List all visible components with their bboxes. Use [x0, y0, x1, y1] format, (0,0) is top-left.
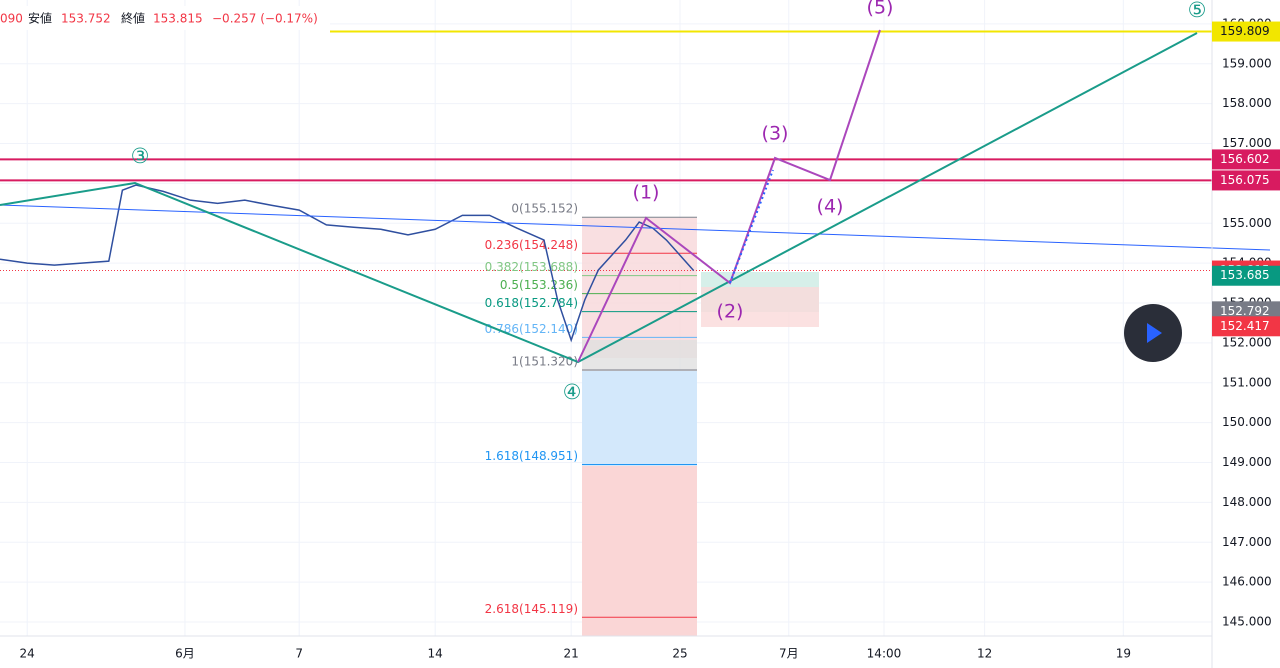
close-value: 153.815 — [153, 12, 203, 26]
y-tick-label: 146.000 — [1222, 575, 1272, 589]
y-tick-label: 158.000 — [1222, 96, 1272, 110]
position-zone — [701, 287, 819, 327]
fib-label: 0.382(153.688) — [485, 260, 578, 274]
y-tick-label: 159.000 — [1222, 56, 1272, 70]
wave-label: (5) — [867, 0, 894, 19]
y-tick-label: 157.000 — [1222, 136, 1272, 150]
fib-zone — [582, 340, 697, 371]
price-tag-label: 153.685 — [1220, 268, 1270, 282]
levels — [0, 30, 1212, 272]
wave-label: ③ — [131, 144, 150, 168]
y-tick-label: 151.000 — [1222, 375, 1272, 389]
price-tag — [1212, 149, 1280, 170]
low-label: 安値 — [28, 11, 52, 26]
x-tick-label: 14:00 — [867, 647, 902, 661]
price-tag — [1212, 265, 1280, 286]
header: 090 安値 153.752 終値 153.815 −0.257 (−0.17%… — [0, 6, 330, 30]
header-bg — [0, 6, 330, 30]
fib: 0(155.152) 0.236(154.248) 0.382(153.688) 0.… — [485, 202, 697, 618]
wave-line — [0, 32, 1198, 364]
projection — [729, 169, 774, 284]
y-tick-label: 149.000 — [1222, 455, 1272, 469]
fib-label: 0.786(152.140) — [485, 322, 578, 336]
y-tick-label: 152.000 — [1222, 335, 1272, 349]
x-tick-label: 6月 — [175, 647, 195, 661]
price-tag-label: 156.075 — [1220, 173, 1270, 187]
price-tag — [1212, 170, 1280, 191]
y-tick-label: 155.000 — [1222, 216, 1272, 230]
fib-zone — [582, 466, 697, 636]
low-value: 153.752 — [61, 12, 111, 26]
axes: 145.000 146.000 147.000 148.000 149.000 150.0… — [20, 16, 1280, 661]
x-tick-label: 24 — [20, 647, 35, 661]
wave-label: ④ — [563, 380, 582, 404]
price-tag — [1212, 21, 1280, 42]
play-button[interactable] — [1124, 304, 1182, 362]
wave-label: (1) — [633, 182, 660, 204]
play-icon[interactable] — [1147, 323, 1162, 343]
price-tag-label: 152.792 — [1220, 304, 1270, 318]
price — [0, 184, 695, 343]
wave-label: (4) — [817, 196, 844, 218]
fib-label: 1(151.320) — [511, 355, 578, 369]
x-tick-label: 12 — [977, 647, 992, 661]
fib-label: 0(155.152) — [511, 202, 578, 216]
fib-label: 2.618(145.119) — [485, 602, 578, 616]
fib-label: 0.618(152.784) — [485, 296, 578, 310]
price-tag-label: 152.417 — [1220, 319, 1270, 333]
fib-label: 0.236(154.248) — [485, 238, 578, 252]
header-prefix: 090 — [0, 12, 23, 26]
x-tick-label: 7 — [295, 647, 303, 661]
x-tick-label: 25 — [672, 647, 687, 661]
fib-label: 0.5(153.236) — [500, 278, 578, 292]
x-tick-label: 19 — [1116, 647, 1131, 661]
x-tick-label: 7月 — [779, 647, 799, 661]
y-tick-label: 147.000 — [1222, 535, 1272, 549]
fib-zone — [582, 218, 697, 358]
wave-label: (2) — [717, 301, 744, 323]
price-line — [0, 184, 695, 343]
wave-label: ⑤ — [1188, 0, 1207, 22]
y-tick-label: 145.000 — [1222, 615, 1272, 629]
price-tag-label: 156.602 — [1220, 152, 1270, 166]
x-tick-label: 21 — [564, 647, 579, 661]
fib-label: 1.618(148.951) — [485, 449, 578, 463]
change: −0.257 (−0.17%) — [212, 12, 318, 26]
trend-line — [0, 204, 1271, 251]
x-tick-label: 14 — [428, 647, 443, 661]
y-tick-label: 148.000 — [1222, 495, 1272, 509]
wave-label: (3) — [762, 123, 789, 145]
price-tag-label: 159.809 — [1220, 24, 1270, 38]
fib-zone — [582, 371, 697, 466]
y-tick-label: 150.000 — [1222, 415, 1272, 429]
wave-line — [577, 29, 881, 363]
close-label: 終値 — [121, 11, 145, 26]
price-tag — [1212, 316, 1280, 337]
